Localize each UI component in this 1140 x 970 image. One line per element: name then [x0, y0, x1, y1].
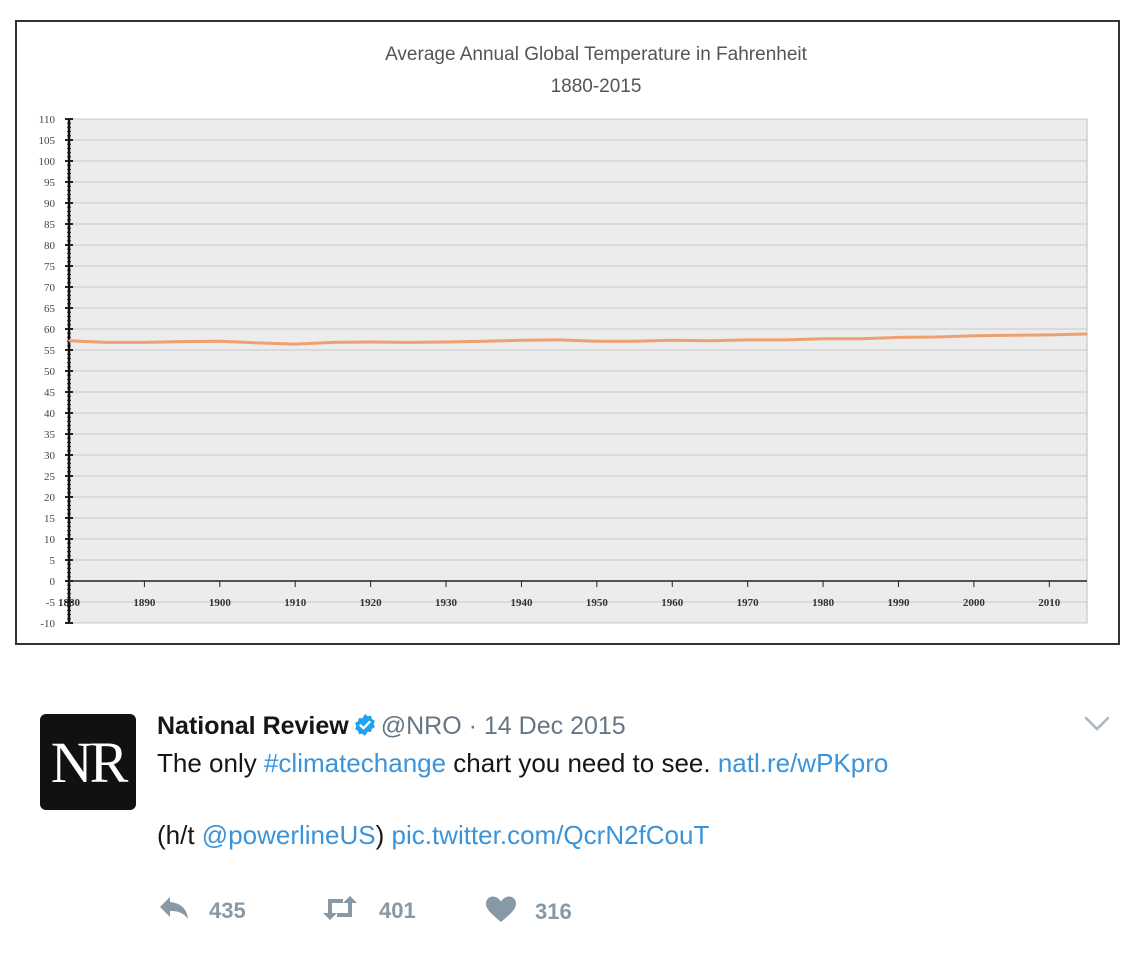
data-point: [1086, 333, 1088, 335]
y-tick-label: 110: [39, 114, 56, 126]
tweet-header: National Review @NRO · 14 Dec 2015: [157, 712, 626, 744]
y-tick-label: 0: [50, 576, 56, 588]
x-tick-label: 1950: [586, 597, 609, 609]
reply-button[interactable]: 435: [157, 895, 246, 927]
heart-icon: [485, 895, 535, 929]
data-point: [105, 341, 108, 344]
y-tick-label: 80: [44, 240, 56, 252]
x-tick-label: 1990: [887, 597, 910, 609]
data-point: [784, 339, 787, 341]
data-point: [1010, 334, 1013, 337]
x-tick-label: 1980: [812, 597, 835, 609]
y-tick-label: 35: [44, 429, 56, 441]
data-point: [671, 339, 674, 342]
author-name[interactable]: National Review: [157, 712, 349, 740]
reply-count: 435: [209, 898, 246, 923]
data-point: [558, 339, 560, 341]
verified-badge-icon: [353, 713, 377, 744]
y-tick-label: -5: [46, 597, 56, 609]
y-tick-label: -10: [40, 618, 55, 630]
data-point: [68, 339, 70, 342]
temperature-series-line: [68, 332, 1088, 346]
y-tick-label: 5: [50, 555, 56, 567]
data-point: [332, 341, 334, 344]
hashtag-link[interactable]: #climatechange: [263, 748, 447, 778]
y-tick-label: 70: [44, 282, 56, 294]
y-tick-label: 65: [44, 303, 56, 315]
x-tick-label: 1970: [737, 597, 760, 609]
x-tick-label: 2000: [963, 597, 986, 609]
data-point: [859, 337, 862, 340]
separator: ·: [468, 712, 477, 740]
tweet[interactable]: NR National Review @NRO · 14 Dec 2015 The…: [0, 690, 1140, 970]
x-tick-label: 1910: [284, 597, 307, 609]
y-tick-label: 10: [44, 534, 56, 546]
data-point: [897, 336, 900, 339]
data-point: [633, 340, 636, 342]
x-tick-label: 1960: [661, 597, 684, 609]
temperature-chart: 1101051009590858075706560555045403530252…: [39, 44, 1088, 630]
y-tick-label: 40: [44, 408, 56, 420]
retweet-icon: [319, 895, 379, 927]
tweet-text-line-2: (h/t @powerlineUS) pic.twitter.com/QcrN2…: [157, 820, 710, 850]
x-tick-label: 1890: [133, 597, 156, 609]
data-point: [1048, 334, 1051, 336]
x-tick-label: 1940: [510, 597, 533, 609]
data-point: [369, 341, 372, 343]
data-point: [407, 341, 410, 344]
y-tick-label: 105: [39, 135, 56, 147]
like-count: 316: [535, 899, 572, 924]
y-tick-label: 15: [44, 513, 56, 525]
data-point: [520, 339, 523, 342]
y-tick-label: 45: [44, 387, 56, 399]
author-handle[interactable]: @NRO: [380, 712, 462, 740]
x-tick-label: 2010: [1038, 597, 1061, 609]
y-tick-label: 75: [44, 261, 56, 273]
data-point: [935, 336, 937, 338]
mention-link[interactable]: @powerlineUS: [201, 820, 376, 850]
data-point: [482, 340, 485, 342]
data-point: [709, 339, 711, 342]
data-point: [746, 339, 749, 341]
y-tick-label: 85: [44, 219, 56, 231]
tweet-date[interactable]: 14 Dec 2015: [483, 712, 626, 740]
y-tick-label: 50: [44, 366, 56, 378]
data-point: [219, 340, 221, 342]
data-point: [181, 340, 183, 343]
data-point: [445, 341, 447, 343]
y-tick-label: 20: [44, 492, 56, 504]
data-point: [294, 343, 297, 345]
y-tick-label: 30: [44, 450, 56, 462]
chart-title: Average Annual Global Temperature in Fah…: [385, 44, 808, 65]
picture-link[interactable]: pic.twitter.com/QcrN2fCouT: [391, 820, 710, 850]
like-button[interactable]: 316: [485, 895, 572, 929]
x-tick-label: 1900: [209, 597, 232, 609]
chart-subtitle: 1880-2015: [551, 76, 642, 97]
data-point: [973, 334, 975, 337]
y-tick-label: 90: [44, 198, 56, 210]
y-tick-label: 60: [44, 324, 56, 336]
tweet-text-line-1: The only #climatechange chart you need t…: [157, 748, 889, 778]
article-link[interactable]: natl.re/wPKpro: [717, 748, 889, 778]
y-tick-label: 55: [44, 345, 56, 357]
retweet-button[interactable]: 401: [319, 895, 416, 927]
y-tick-label: 95: [44, 177, 56, 189]
x-tick-label: 1920: [360, 597, 383, 609]
avatar[interactable]: NR: [40, 714, 136, 810]
chevron-down-icon[interactable]: [1084, 716, 1110, 737]
data-point: [596, 340, 598, 342]
x-tick-label: 1880: [58, 597, 81, 609]
x-tick-label: 1930: [435, 597, 458, 609]
data-point: [143, 341, 146, 344]
data-point: [822, 337, 824, 340]
y-tick-label: 25: [44, 471, 56, 483]
chart-image[interactable]: 110 105 100 95 90 85 80 75 70 65 60 55 50 45 40 35 30 25 2…: [15, 20, 1120, 645]
reply-icon: [157, 895, 209, 927]
data-point: [256, 342, 259, 344]
y-tick-label: 100: [39, 156, 56, 168]
retweet-count: 401: [379, 898, 416, 923]
